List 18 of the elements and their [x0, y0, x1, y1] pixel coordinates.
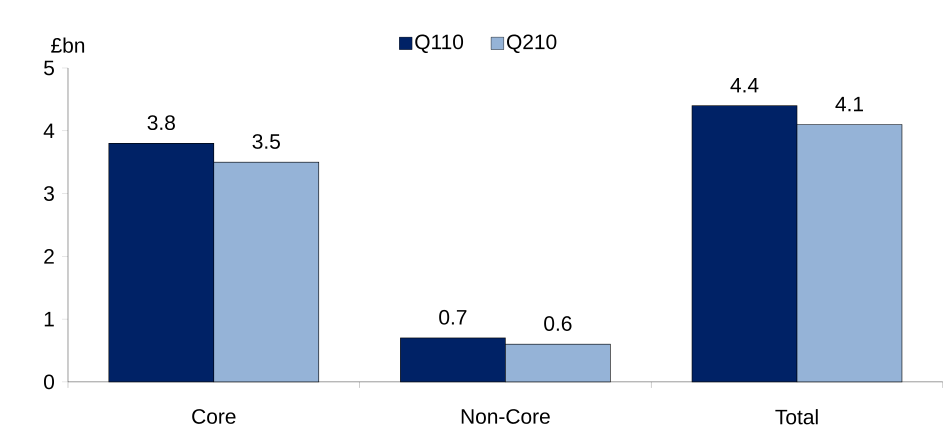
data-label: 0.7: [439, 310, 466, 325]
x-tick-label: Core: [192, 409, 236, 424]
x-tick-label: Non-Core: [462, 409, 550, 424]
y-tick-label: 2: [44, 249, 54, 264]
x-tick-label: Total: [775, 409, 818, 424]
data-label: 4.4: [730, 78, 758, 92]
y-axis-title: £bn: [51, 38, 84, 53]
y-tick-label: 0: [44, 374, 54, 390]
data-label: 3.8: [148, 115, 175, 130]
y-tick-label: 4: [44, 124, 54, 138]
y-tick-label: 5: [44, 60, 54, 76]
y-tick-label: 3: [44, 186, 54, 202]
legend-label: Q210: [507, 34, 556, 54]
y-tick-label: 1: [44, 312, 54, 326]
data-label: 4.1: [835, 96, 863, 112]
legend-label: Q110: [415, 34, 464, 54]
data-label: 0.6: [544, 316, 572, 332]
data-label: 3.5: [252, 134, 280, 149]
